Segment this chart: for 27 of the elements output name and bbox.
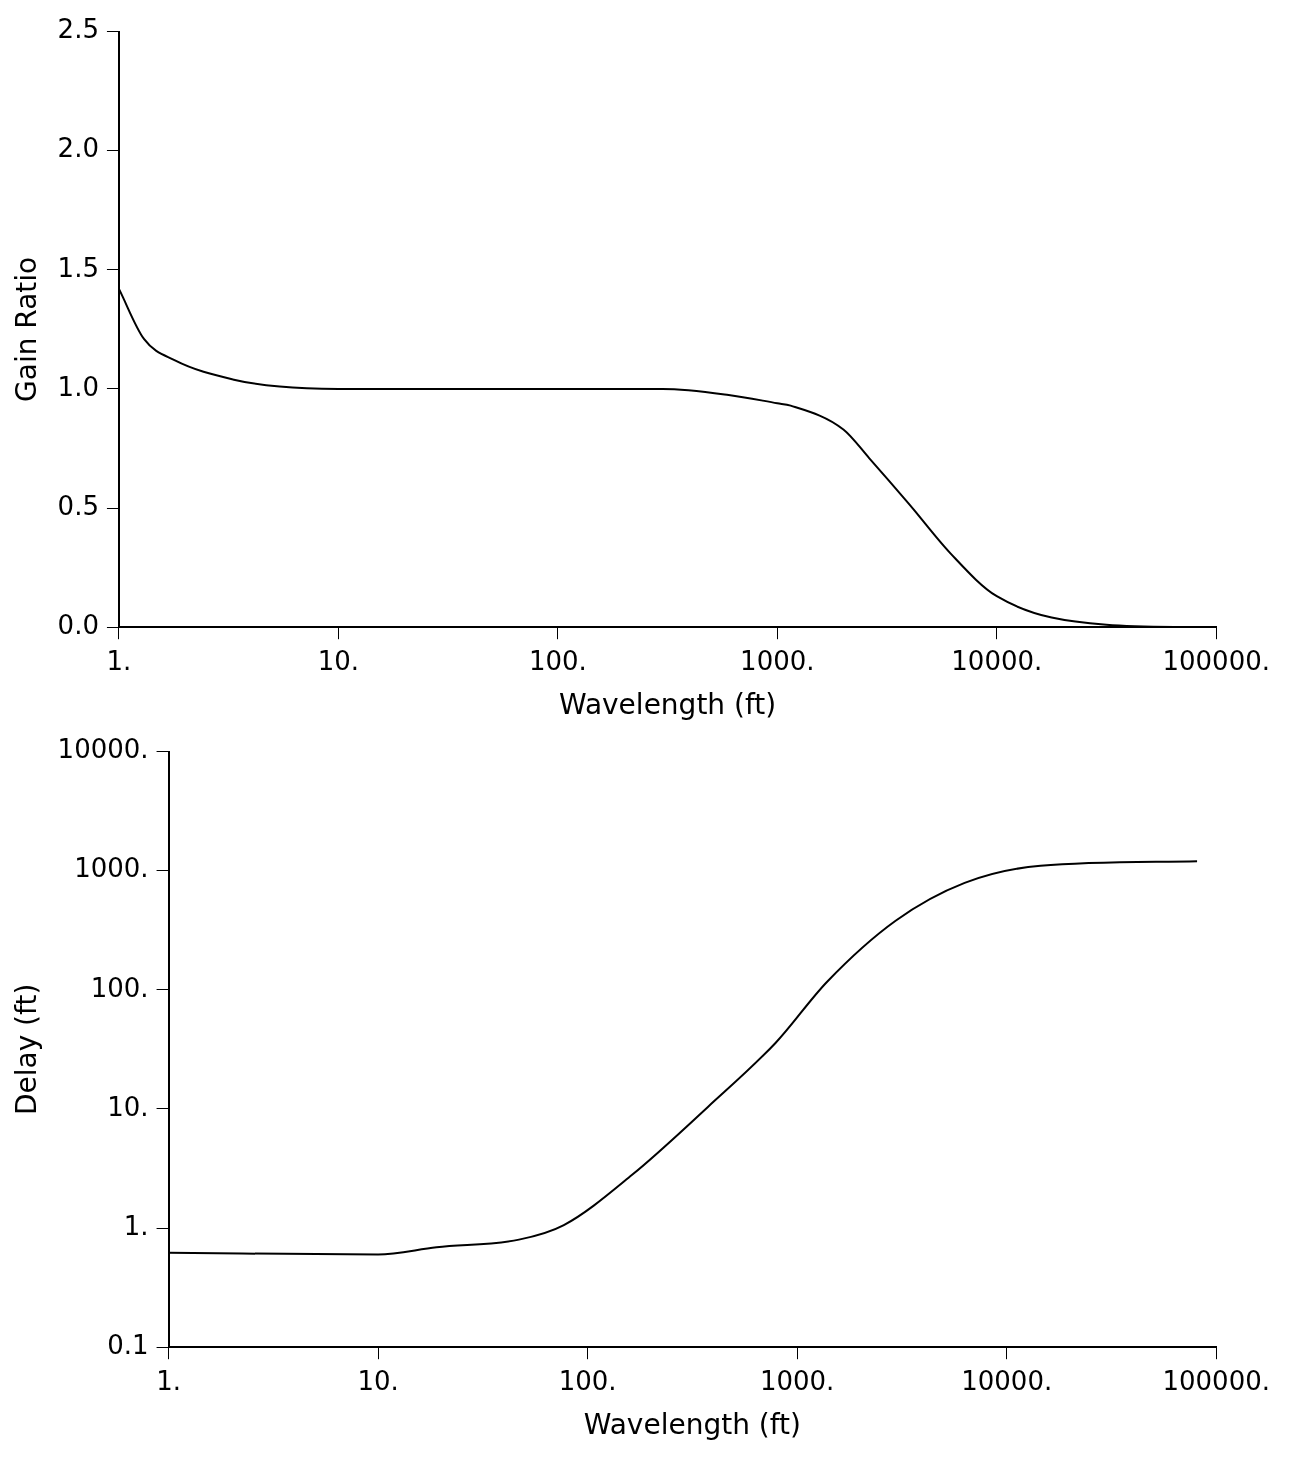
- x-axis-title: Wavelength (ft): [583, 1408, 802, 1442]
- x-tick-label: 100.: [528, 645, 587, 676]
- x-tick-label: 10000.: [951, 645, 1043, 676]
- x-tick-label: 1000.: [759, 1365, 835, 1396]
- x-tick-label: 100000.: [1162, 645, 1271, 676]
- x-tick-label: 1.: [156, 1365, 181, 1396]
- x-tick-label: 10000.: [961, 1365, 1053, 1396]
- y-tick-label: 1000.: [74, 853, 149, 884]
- y-tick-label: 2.0: [57, 133, 99, 164]
- x-tick-label: 100.: [558, 1365, 617, 1396]
- x-tick-label: 100000.: [1162, 1365, 1271, 1396]
- y-axis-title: Delay (ft): [10, 983, 44, 1116]
- y-tick-label: 2.5: [57, 14, 99, 45]
- y-tick-label: 10000.: [57, 734, 149, 765]
- y-tick-label: 1.5: [57, 252, 99, 283]
- x-tick-label: 10.: [317, 645, 360, 676]
- x-tick-label: 1000.: [740, 645, 815, 676]
- y-tick-label: 1.: [123, 1210, 149, 1241]
- y-tick-label: 10.: [107, 1091, 149, 1122]
- y-tick-label: 0.1: [107, 1329, 149, 1360]
- y-tick-label: 100.: [90, 972, 149, 1003]
- x-axis-title: Wavelength (ft): [558, 688, 777, 722]
- y-axis-title: Gain Ratio: [10, 256, 44, 402]
- x-tick-label: 10.: [357, 1365, 399, 1396]
- y-tick-label: 1.0: [57, 371, 99, 402]
- y-tick-label: 0.5: [57, 490, 99, 521]
- y-tick-label: 0.0: [57, 609, 99, 640]
